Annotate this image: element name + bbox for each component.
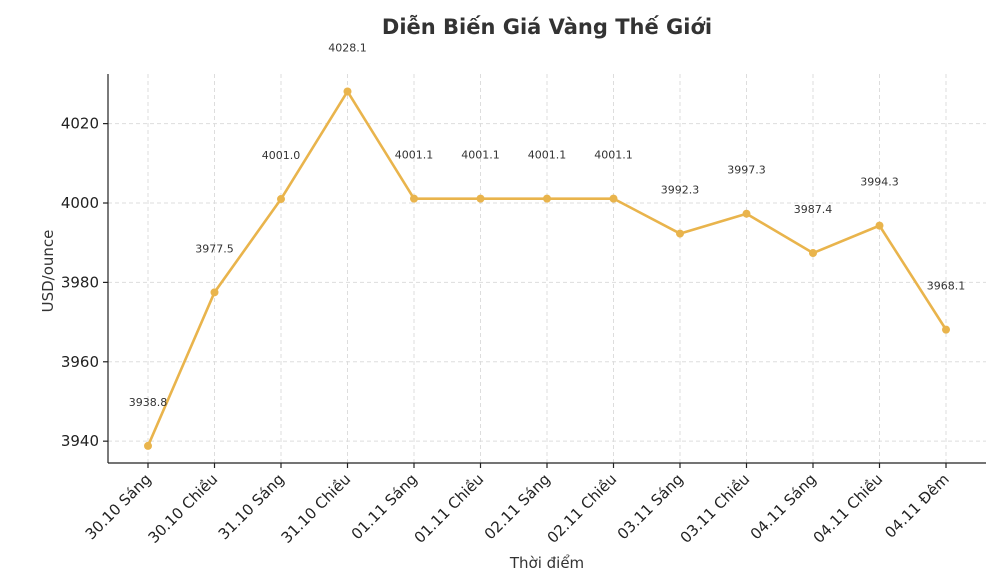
- x-axis-label: Thời điểm: [509, 554, 584, 572]
- y-tick-label: 4000: [61, 194, 99, 212]
- data-label: 3987.4: [794, 203, 833, 216]
- x-tick-label: 04.11 Chiều: [810, 470, 887, 547]
- x-tick-label: 31.10 Chiều: [278, 470, 355, 547]
- data-label: 4001.1: [594, 149, 633, 162]
- data-point: [210, 288, 219, 297]
- data-label: 3992.3: [661, 184, 700, 197]
- data-point: [875, 221, 884, 230]
- data-point: [809, 249, 817, 258]
- x-tick-label: 30.10 Sáng: [82, 470, 155, 543]
- data-point: [742, 209, 751, 218]
- y-ticks: 3940 3960 3980 4000 4020: [61, 115, 108, 450]
- x-tick-label: 30.10 Chiều: [145, 470, 222, 547]
- data-label: 3997.3: [727, 164, 766, 177]
- x-tick-label: 04.11 Đêm: [881, 470, 953, 542]
- x-tick-label: 03.11 Chiều: [677, 470, 754, 547]
- x-tick-label: 04.11 Sáng: [747, 470, 820, 543]
- y-tick-label: 3980: [61, 273, 99, 291]
- data-labels: 3938.8 3977.5 4001.0 4028.1 4001.1 4001.1 4001…: [129, 41, 966, 408]
- x-tick-label: 02.11 Chiều: [544, 470, 621, 547]
- data-point: [343, 87, 352, 96]
- data-label: 3968.1: [927, 280, 966, 293]
- data-label: 4001.0: [262, 149, 301, 162]
- data-label: 4001.1: [528, 149, 567, 162]
- x-tick-label: 01.11 Sáng: [348, 470, 421, 543]
- data-point: [277, 195, 285, 204]
- data-point: [410, 194, 418, 203]
- y-tick-label: 3960: [61, 353, 99, 371]
- data-label: 3994.3: [860, 176, 899, 189]
- x-tick-label: 31.10 Sáng: [215, 470, 288, 543]
- data-point: [543, 194, 551, 203]
- data-point: [144, 441, 152, 450]
- chart-title: Diễn Biến Giá Vàng Thế Giới: [382, 15, 712, 39]
- data-point: [476, 194, 485, 203]
- data-points: [144, 87, 950, 450]
- data-label: 4028.1: [328, 41, 367, 54]
- y-tick-label: 4020: [61, 115, 99, 133]
- data-point: [676, 229, 684, 238]
- x-tick-label: 01.11 Chiều: [411, 470, 488, 547]
- x-tick-label: 02.11 Sáng: [481, 470, 554, 543]
- x-tick-label: 03.11 Sáng: [614, 470, 687, 543]
- data-point: [609, 194, 618, 203]
- data-label: 3977.5: [195, 242, 234, 255]
- data-label: 4001.1: [395, 149, 434, 162]
- data-label: 3938.8: [129, 396, 168, 409]
- data-label: 4001.1: [461, 149, 500, 162]
- grid: [108, 74, 986, 463]
- y-axis-label: USD/ounce: [39, 230, 57, 313]
- data-point: [942, 325, 950, 334]
- y-tick-label: 3940: [61, 432, 99, 450]
